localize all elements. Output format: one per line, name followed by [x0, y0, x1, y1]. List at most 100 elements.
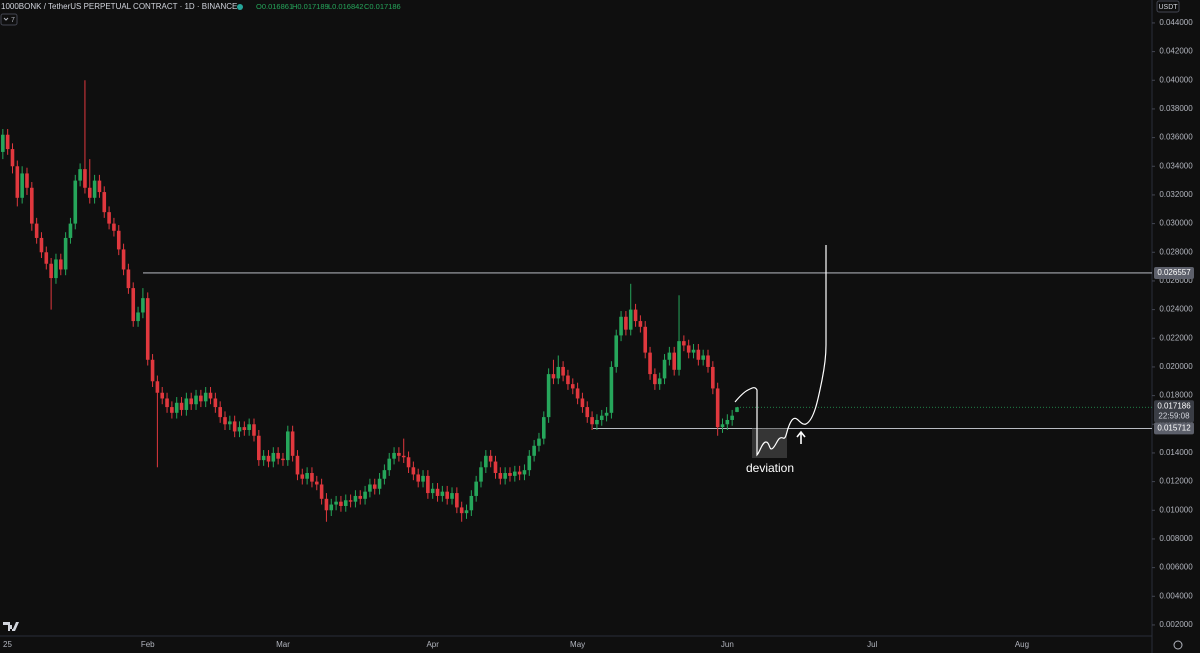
candle-body — [1, 134, 5, 152]
annotation: deviation — [746, 461, 794, 475]
candle-body — [247, 424, 251, 431]
x-tick-label: Mar — [276, 640, 290, 649]
candle-body — [314, 481, 319, 485]
candle-body — [58, 259, 63, 270]
x-tick-label: Aug — [1015, 640, 1029, 649]
candle-body — [343, 500, 348, 506]
candle-body — [406, 457, 411, 468]
symbol-title: 1000BONK / TetherUS PERPETUAL CONTRACT ·… — [1, 2, 237, 11]
candle-body — [136, 312, 140, 322]
x-tick-label: Jul — [867, 640, 877, 649]
candle-body — [411, 467, 416, 475]
candle-body — [39, 237, 44, 253]
candle-body — [715, 388, 720, 428]
ohlc-open: O0.016861 — [256, 2, 293, 11]
candle-body — [648, 352, 652, 375]
candle-body — [527, 455, 532, 471]
last-price-box — [1154, 400, 1194, 423]
candle-body — [228, 421, 232, 425]
candle-body — [305, 473, 309, 479]
candle-body — [426, 475, 430, 494]
y-tick-label: 0.034000 — [1159, 161, 1193, 170]
y-tick-label: 0.006000 — [1159, 563, 1193, 572]
candle-body — [126, 269, 131, 289]
candle-body — [662, 359, 667, 379]
candle-body — [566, 375, 570, 385]
candle-body — [15, 166, 20, 198]
y-tick-label: 0.042000 — [1159, 47, 1193, 56]
candle-body — [92, 180, 97, 198]
candle-body — [619, 316, 623, 336]
candle-body — [358, 495, 363, 499]
candle-body — [68, 223, 73, 238]
y-tick-label: 0.024000 — [1159, 305, 1193, 314]
candle-body — [450, 493, 454, 499]
candle-body — [87, 187, 92, 198]
x-tick-label: Feb — [141, 640, 155, 649]
y-tick-label: 0.040000 — [1159, 75, 1193, 84]
candle-body — [720, 424, 725, 428]
candle-body — [112, 223, 116, 231]
settings-icon[interactable] — [1173, 640, 1183, 650]
candle-body — [261, 455, 266, 461]
y-tick-label: 0.012000 — [1159, 477, 1193, 486]
candle-body — [421, 475, 425, 482]
candle-body — [160, 392, 165, 399]
candle-body — [595, 419, 599, 425]
ohlc-low: L0.016842 — [328, 2, 363, 11]
candle-body — [392, 452, 396, 459]
candle-body — [633, 309, 638, 322]
y-tick-label: 0.020000 — [1159, 362, 1193, 371]
candle-body — [575, 388, 580, 399]
candle-body — [54, 259, 58, 279]
candle-body — [513, 471, 517, 476]
candle-body — [493, 461, 498, 474]
candle-body — [5, 134, 10, 150]
candle-body — [696, 349, 701, 360]
last-price-label: 0.017186 — [1157, 401, 1191, 410]
candle-body — [218, 407, 222, 418]
candle-body — [435, 488, 440, 496]
candle-body — [532, 445, 536, 456]
candle-body — [484, 455, 488, 468]
y-tick-label: 0.022000 — [1159, 333, 1193, 342]
candle-body — [609, 366, 614, 413]
status-dot — [237, 4, 243, 10]
candle-body — [522, 470, 527, 475]
x-tick-label: Jun — [721, 640, 734, 649]
currency-button[interactable] — [1156, 0, 1180, 13]
candle-body — [286, 431, 290, 461]
candle-body — [10, 149, 15, 167]
candle-body — [194, 395, 198, 405]
candle-body — [271, 452, 276, 462]
candle-body — [353, 495, 358, 502]
candle-body — [339, 501, 343, 506]
candle-body — [628, 309, 633, 330]
candle-body — [368, 484, 372, 492]
candle-body — [503, 473, 507, 479]
indicator-toggle[interactable] — [0, 13, 18, 26]
candle-body — [34, 223, 39, 238]
candle-body — [541, 417, 546, 439]
candle-body — [643, 326, 648, 353]
candle-body — [232, 421, 237, 432]
y-tick-label: 0.032000 — [1159, 190, 1193, 199]
candle-body — [237, 427, 242, 432]
candle-body — [653, 374, 657, 385]
candle-body — [464, 510, 469, 514]
candle-body — [295, 455, 300, 475]
candle-body — [145, 298, 150, 360]
candle-body — [116, 230, 121, 250]
candle-body — [551, 374, 556, 379]
y-tick-label: 0.014000 — [1159, 448, 1193, 457]
candle-body — [570, 384, 575, 389]
candle-body — [290, 431, 295, 456]
ohlc-close: C0.017186 — [364, 2, 401, 11]
candle-body — [556, 366, 561, 379]
indicator-count: 7 — [11, 17, 15, 24]
candle-body — [300, 474, 305, 479]
candle-body — [730, 415, 734, 420]
logo — [3, 622, 19, 631]
y-tick-label: 0.044000 — [1159, 18, 1193, 27]
candle-body — [735, 407, 739, 412]
